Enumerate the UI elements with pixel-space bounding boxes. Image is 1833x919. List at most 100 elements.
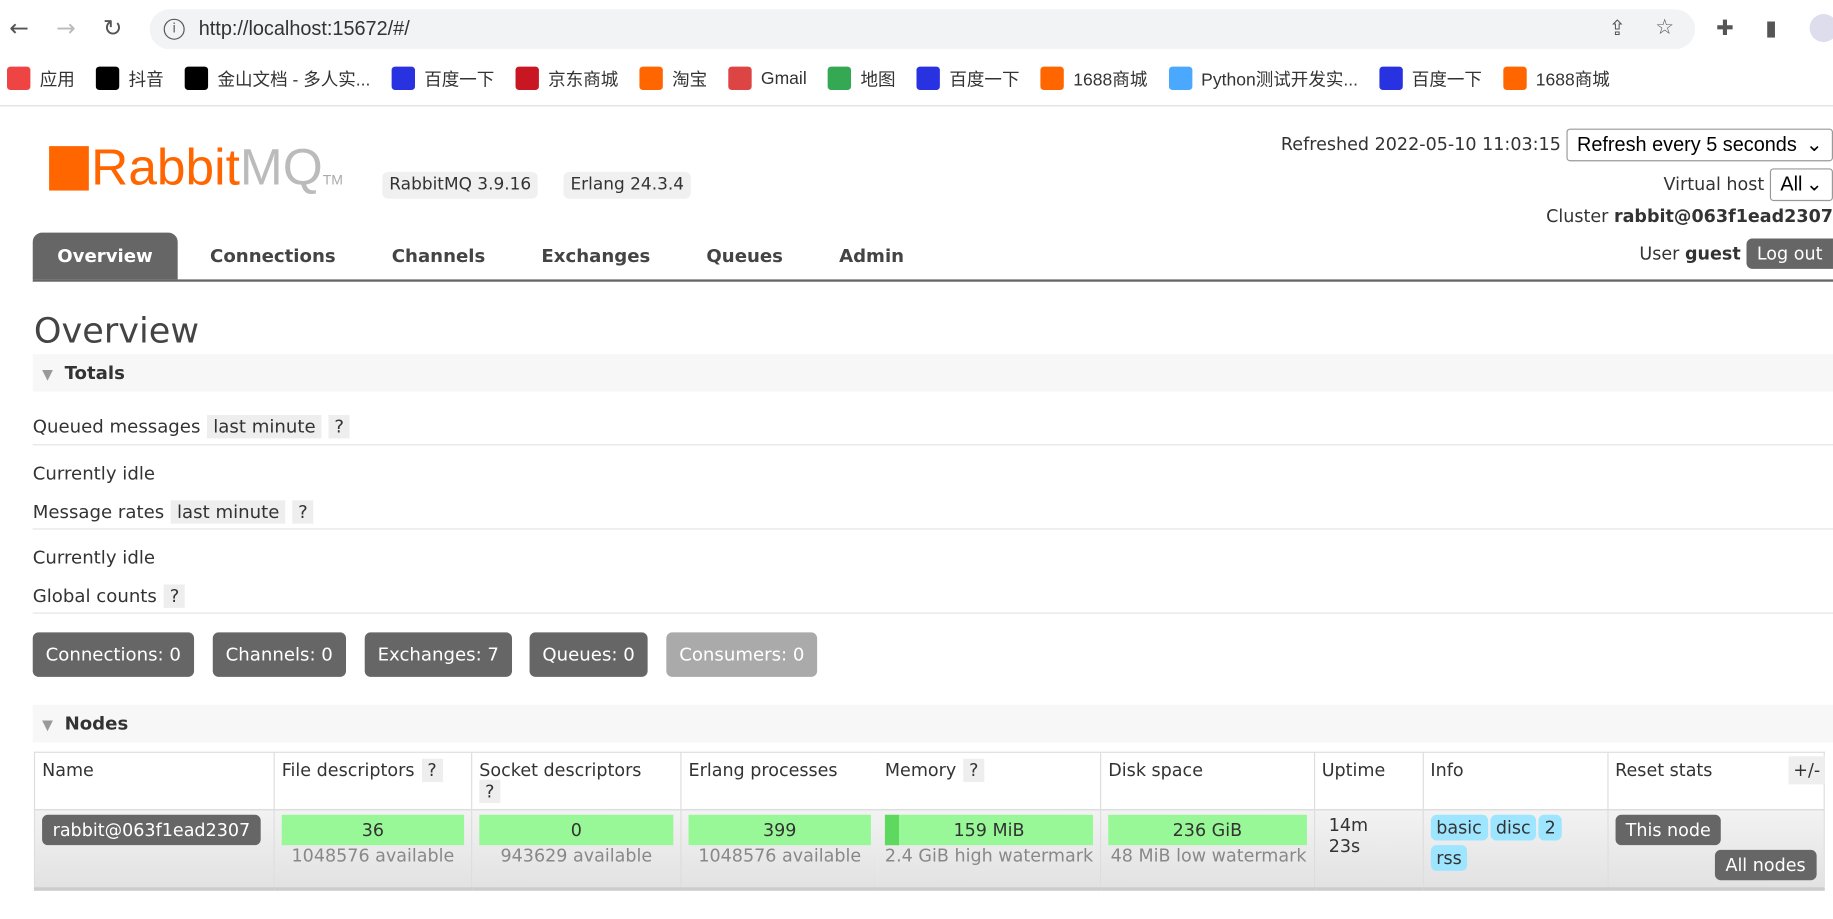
vhost-select[interactable]: All ⌄ — [1769, 168, 1833, 202]
bookmark-label: 地图 — [860, 69, 896, 90]
baidu-icon — [1379, 66, 1403, 91]
global-counts-row: Global counts? — [32, 584, 186, 608]
info-tag[interactable]: disc — [1489, 814, 1537, 841]
bookmark-item[interactable]: 百度一下 — [391, 64, 494, 92]
bookmark-label: Python测试开发实... — [1201, 69, 1359, 90]
vhost-select-value: All — [1780, 173, 1803, 196]
bookmark-item[interactable]: 淘宝 — [639, 64, 707, 92]
ep-bar: 399 — [688, 814, 871, 846]
help-button[interactable]: ? — [328, 414, 350, 439]
info-tag[interactable]: basic — [1430, 814, 1488, 841]
logout-button[interactable]: Log out — [1746, 238, 1833, 269]
count-connections-button[interactable]: Connections: 0 — [32, 632, 194, 677]
info-tags: basic disc 2 rss — [1430, 814, 1564, 871]
tab-overview[interactable]: Overview — [32, 232, 178, 280]
maps-icon — [827, 66, 852, 91]
table-header-row: Name File descriptors? Socket descriptor… — [33, 751, 1825, 811]
address-bar[interactable]: i http://localhost:15672/#/ ⇪ ☆ — [149, 9, 1696, 50]
col-file-descriptors: File descriptors? — [273, 751, 473, 811]
info-tag[interactable]: 2 — [1538, 814, 1562, 841]
jd-icon — [515, 66, 539, 91]
count-channels-button[interactable]: Channels: 0 — [212, 632, 346, 677]
nodes-section-header[interactable]: ▼ Nodes — [32, 704, 1833, 743]
apps-grid-icon — [7, 66, 31, 91]
info-icon[interactable]: i — [163, 18, 185, 40]
refreshed-text: Refreshed 2022-05-10 11:03:15 — [1280, 133, 1561, 155]
help-button[interactable]: ? — [421, 758, 443, 783]
back-icon[interactable]: ← — [9, 14, 29, 43]
help-button[interactable]: ? — [479, 779, 501, 804]
node-name-link[interactable]: rabbit@063f1ead2307 — [42, 814, 261, 846]
bookmark-label: 百度一下 — [1411, 69, 1482, 90]
reload-icon[interactable]: ↻ — [102, 14, 123, 43]
reset-all-nodes-button[interactable]: All nodes — [1714, 849, 1817, 881]
bookmark-item[interactable]: 1688商城 — [1040, 64, 1147, 92]
bookmark-item[interactable]: 抖音 — [95, 64, 164, 92]
col-socket-descriptors: Socket descriptors? — [471, 751, 682, 811]
bookmark-item[interactable]: 百度一下 — [916, 64, 1020, 92]
queued-range-button[interactable]: last minute — [207, 414, 322, 439]
bookmark-label: 京东商城 — [548, 69, 619, 90]
nodes-table: Name File descriptors? Socket descriptor… — [33, 751, 1825, 891]
rabbit-logo-icon — [49, 146, 89, 191]
count-consumers-button[interactable]: Consumers: 0 — [666, 632, 818, 677]
reset-this-node-button[interactable]: This node — [1615, 814, 1722, 846]
totals-section-header[interactable]: ▼ Totals — [32, 354, 1833, 392]
info-tag[interactable]: rss — [1430, 845, 1468, 871]
sd-available: 943629 available — [500, 845, 653, 867]
rabbitmq-logo[interactable]: RabbitMQTM — [49, 142, 343, 206]
global-counts-label: Global counts — [32, 585, 157, 607]
col-label: File descriptors — [281, 759, 415, 781]
tab-admin[interactable]: Admin — [839, 245, 905, 267]
rates-idle-text: Currently idle — [32, 547, 156, 569]
refresh-select-value: Refresh every 5 seconds — [1576, 133, 1797, 156]
queued-idle-text: Currently idle — [32, 462, 156, 484]
collapse-triangle-icon: ▼ — [42, 365, 53, 383]
tab-channels[interactable]: Channels — [391, 245, 486, 267]
share-icon[interactable]: ⇪ — [1608, 16, 1627, 41]
collapse-triangle-icon: ▼ — [42, 716, 53, 733]
fd-bar: 36 — [281, 814, 465, 846]
uptime-seconds: 23s — [1328, 835, 1361, 857]
disk-watermark: 48 MiB low watermark — [1110, 845, 1307, 867]
bookmark-item[interactable]: 地图 — [827, 64, 896, 92]
rates-range-button[interactable]: last minute — [171, 500, 286, 524]
bookmark-item[interactable]: Python测试开发实... — [1168, 64, 1358, 92]
count-exchanges-button[interactable]: Exchanges: 7 — [364, 632, 512, 677]
star-icon[interactable]: ☆ — [1655, 15, 1675, 40]
profile-icon[interactable] — [1809, 14, 1833, 43]
bookmark-item[interactable]: Gmail — [728, 64, 807, 92]
help-button[interactable]: ? — [163, 584, 186, 608]
columns-toggle-button[interactable]: +/- — [1788, 756, 1825, 785]
wps-icon — [184, 66, 209, 91]
help-button[interactable]: ? — [292, 500, 314, 524]
header-info: Refreshed 2022-05-10 11:03:15 Refresh ev… — [1280, 128, 1833, 269]
memory-watermark: 2.4 GiB high watermark — [884, 845, 1094, 867]
tab-connections[interactable]: Connections — [210, 245, 336, 267]
uptime-minutes: 14m — [1328, 814, 1369, 836]
tab-exchanges[interactable]: Exchanges — [541, 245, 651, 267]
bookmark-item[interactable]: 金山文档 - 多人实... — [184, 64, 370, 92]
cluster-name: rabbit@063f1ead2307 — [1613, 205, 1833, 227]
count-queues-button[interactable]: Queues: 0 — [529, 632, 648, 677]
bookmark-item[interactable]: 1688商城 — [1503, 64, 1610, 92]
extensions-icon[interactable]: ✚ — [1716, 16, 1734, 41]
help-button[interactable]: ? — [963, 758, 985, 783]
forward-icon[interactable]: → — [56, 14, 76, 43]
bookmark-item[interactable]: 京东商城 — [515, 64, 618, 92]
cluster-label: Cluster — [1546, 205, 1609, 227]
queued-label: Queued messages — [32, 416, 201, 438]
sidepanel-icon[interactable]: ▮ — [1765, 16, 1777, 41]
bookmark-item[interactable]: 应用 — [7, 64, 75, 92]
sd-bar: 0 — [479, 814, 674, 846]
bookmark-item[interactable]: 百度一下 — [1379, 64, 1482, 92]
url-text: http://localhost:15672/#/ — [198, 17, 410, 40]
col-reset-stats: Reset stats — [1606, 751, 1825, 811]
rabbitmq-version: RabbitMQ 3.9.16 — [382, 171, 539, 199]
tab-queues[interactable]: Queues — [706, 245, 783, 267]
col-label: Memory — [884, 759, 957, 781]
table-row: rabbit@063f1ead2307 36 1048576 available … — [33, 809, 1825, 891]
refresh-select[interactable]: Refresh every 5 seconds ⌄ — [1566, 128, 1833, 162]
gmail-icon — [728, 66, 752, 91]
divider — [32, 612, 1833, 614]
